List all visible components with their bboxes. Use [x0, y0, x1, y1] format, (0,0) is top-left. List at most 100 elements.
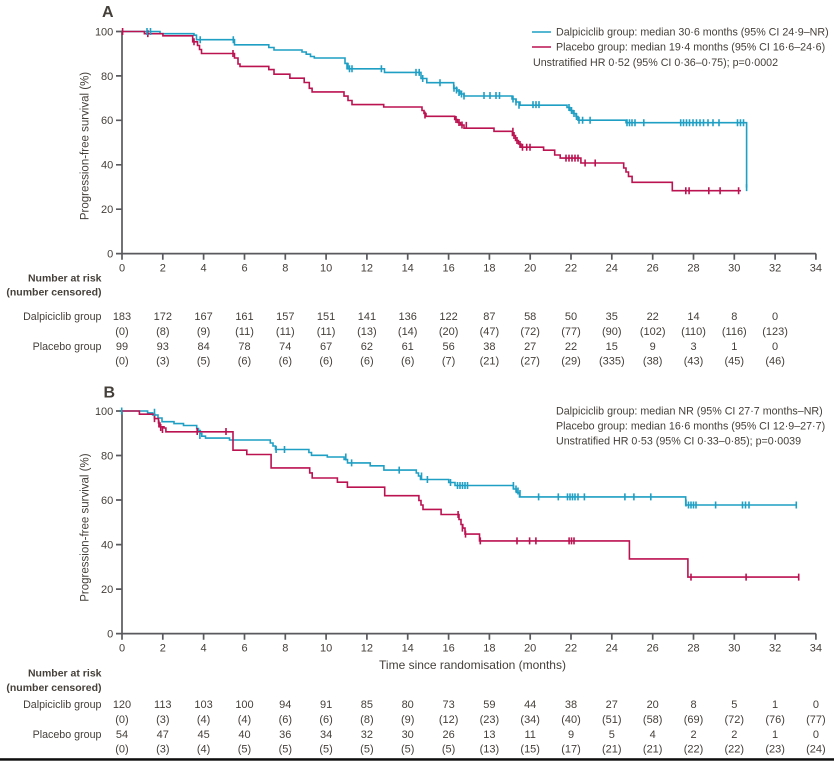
svg-text:(12): (12)	[439, 714, 459, 726]
svg-text:(6): (6)	[238, 356, 251, 368]
svg-text:(5): (5)	[279, 744, 292, 756]
svg-text:5: 5	[731, 699, 737, 711]
svg-text:Progression-free survival (%): Progression-free survival (%)	[80, 453, 92, 601]
svg-text:100: 100	[95, 26, 113, 38]
svg-text:(0): (0)	[115, 744, 128, 756]
svg-text:38: 38	[483, 341, 495, 353]
svg-text:62: 62	[361, 341, 373, 353]
svg-text:5: 5	[609, 729, 615, 741]
svg-text:(23): (23)	[480, 714, 500, 726]
svg-text:(8): (8)	[156, 326, 169, 338]
svg-text:(6): (6)	[279, 356, 292, 368]
svg-text:100: 100	[235, 699, 253, 711]
svg-text:85: 85	[361, 699, 373, 711]
svg-text:8: 8	[282, 263, 288, 275]
svg-text:12: 12	[361, 642, 373, 654]
svg-text:74: 74	[279, 341, 291, 353]
svg-text:91: 91	[320, 699, 332, 711]
svg-text:30: 30	[402, 729, 414, 741]
svg-text:(58): (58)	[643, 714, 663, 726]
svg-text:(116): (116)	[722, 326, 747, 338]
svg-text:40: 40	[101, 160, 113, 172]
svg-text:0: 0	[813, 729, 819, 741]
svg-text:(6): (6)	[319, 714, 332, 726]
svg-text:44: 44	[524, 699, 536, 711]
svg-text:27: 27	[606, 699, 618, 711]
svg-text:30: 30	[728, 263, 740, 275]
svg-text:24: 24	[606, 642, 618, 654]
svg-text:26: 26	[442, 729, 454, 741]
svg-text:6: 6	[241, 642, 247, 654]
svg-text:(34): (34)	[520, 714, 540, 726]
svg-text:28: 28	[687, 263, 699, 275]
svg-text:94: 94	[279, 699, 291, 711]
svg-text:(9): (9)	[401, 714, 414, 726]
svg-text:84: 84	[197, 341, 209, 353]
svg-text:103: 103	[194, 699, 212, 711]
svg-text:Placebo group: Placebo group	[33, 341, 102, 353]
svg-text:(90): (90)	[602, 326, 622, 338]
svg-text:4: 4	[650, 729, 656, 741]
svg-text:0: 0	[772, 311, 778, 323]
svg-text:(number censored): (number censored)	[6, 287, 101, 299]
svg-text:2: 2	[690, 729, 696, 741]
svg-text:24: 24	[606, 263, 618, 275]
svg-text:(11): (11)	[317, 326, 336, 338]
svg-text:167: 167	[194, 311, 212, 323]
svg-text:(22): (22)	[725, 744, 745, 756]
svg-text:(4): (4)	[197, 714, 210, 726]
svg-text:(13): (13)	[357, 326, 377, 338]
svg-text:22: 22	[647, 311, 659, 323]
svg-text:0: 0	[107, 249, 113, 261]
svg-text:(6): (6)	[319, 356, 332, 368]
svg-text:(23): (23)	[765, 744, 785, 756]
svg-text:4: 4	[201, 263, 207, 275]
svg-text:20: 20	[524, 263, 536, 275]
svg-text:35: 35	[606, 311, 618, 323]
svg-text:15: 15	[606, 341, 618, 353]
svg-text:(27): (27)	[520, 356, 540, 368]
svg-text:27: 27	[524, 341, 536, 353]
svg-text:78: 78	[238, 341, 250, 353]
svg-text:2: 2	[160, 642, 166, 654]
svg-text:11: 11	[524, 729, 535, 741]
svg-text:(21): (21)	[643, 744, 663, 756]
svg-text:32: 32	[769, 642, 781, 654]
svg-text:(number censored): (number censored)	[6, 682, 101, 694]
svg-text:22: 22	[565, 642, 577, 654]
svg-text:Placebo group: median 16·6 mon: Placebo group: median 16·6 months (95% C…	[556, 421, 825, 433]
svg-text:(40): (40)	[561, 714, 581, 726]
svg-text:(15): (15)	[520, 744, 540, 756]
svg-text:18: 18	[483, 263, 495, 275]
svg-text:22: 22	[565, 263, 577, 275]
svg-text:0: 0	[813, 699, 819, 711]
svg-text:1: 1	[731, 341, 737, 353]
svg-text:59: 59	[483, 699, 495, 711]
svg-text:3: 3	[690, 341, 696, 353]
svg-text:22: 22	[565, 341, 577, 353]
svg-text:(21): (21)	[602, 744, 622, 756]
svg-text:80: 80	[101, 450, 113, 462]
svg-text:6: 6	[241, 263, 247, 275]
svg-text:Number at risk: Number at risk	[28, 668, 102, 680]
svg-text:93: 93	[157, 341, 169, 353]
svg-text:157: 157	[276, 311, 294, 323]
svg-text:Time since randomisation (mont: Time since randomisation (months)	[379, 658, 566, 672]
svg-text:B: B	[104, 384, 116, 401]
svg-text:(14): (14)	[398, 326, 418, 338]
svg-text:(77): (77)	[561, 326, 581, 338]
svg-text:14: 14	[402, 642, 414, 654]
svg-text:1: 1	[772, 699, 778, 711]
svg-text:8: 8	[690, 699, 696, 711]
svg-text:100: 100	[95, 406, 113, 418]
svg-text:26: 26	[647, 263, 659, 275]
svg-text:113: 113	[154, 699, 172, 711]
svg-text:60: 60	[101, 115, 113, 127]
svg-text:0: 0	[107, 629, 113, 641]
svg-text:40: 40	[101, 540, 113, 552]
svg-text:(5): (5)	[238, 744, 251, 756]
svg-text:(38): (38)	[643, 356, 663, 368]
svg-text:40: 40	[238, 729, 250, 741]
svg-text:161: 161	[235, 311, 253, 323]
svg-text:9: 9	[568, 729, 574, 741]
